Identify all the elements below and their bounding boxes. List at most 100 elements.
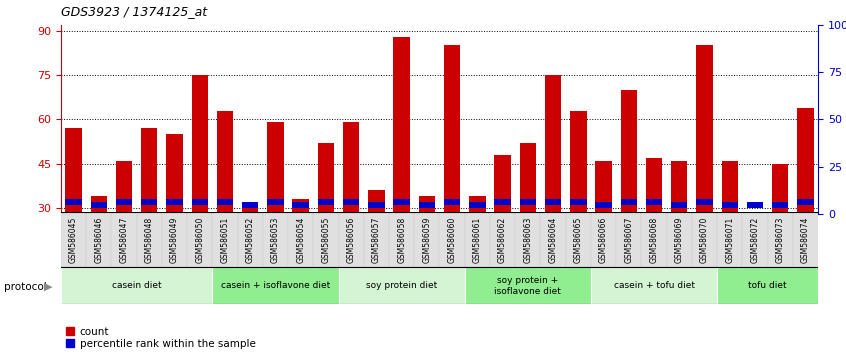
Text: casein + tofu diet: casein + tofu diet bbox=[613, 281, 695, 290]
Bar bbox=[313, 212, 338, 267]
Bar bbox=[187, 212, 212, 267]
Bar bbox=[596, 161, 612, 297]
Text: tofu diet: tofu diet bbox=[749, 281, 787, 290]
Bar bbox=[65, 199, 82, 205]
Bar bbox=[671, 161, 688, 297]
Bar bbox=[616, 212, 641, 267]
Bar bbox=[116, 161, 132, 297]
Bar bbox=[667, 212, 692, 267]
Bar bbox=[368, 190, 385, 297]
Bar bbox=[389, 212, 415, 267]
Bar bbox=[267, 199, 283, 205]
Bar bbox=[797, 199, 814, 205]
Bar bbox=[167, 199, 183, 205]
Bar bbox=[494, 199, 511, 205]
Text: soy protein diet: soy protein diet bbox=[366, 281, 437, 290]
Bar bbox=[141, 199, 157, 205]
Text: GSM586066: GSM586066 bbox=[599, 217, 608, 263]
Bar bbox=[393, 199, 409, 205]
Bar bbox=[722, 161, 738, 297]
Bar bbox=[86, 212, 112, 267]
Bar bbox=[641, 212, 667, 267]
Bar bbox=[490, 212, 515, 267]
Bar bbox=[747, 232, 763, 297]
Bar bbox=[464, 212, 490, 267]
Text: ▶: ▶ bbox=[44, 282, 52, 292]
Bar bbox=[242, 202, 258, 208]
Bar bbox=[191, 199, 208, 205]
Text: GSM586062: GSM586062 bbox=[498, 217, 507, 263]
Bar bbox=[191, 75, 208, 297]
Text: GSM586057: GSM586057 bbox=[372, 217, 381, 263]
Bar bbox=[645, 158, 662, 297]
Bar bbox=[440, 212, 464, 267]
Bar bbox=[293, 199, 309, 297]
Bar bbox=[238, 212, 263, 267]
Bar bbox=[343, 199, 360, 205]
Bar bbox=[338, 267, 464, 304]
Bar bbox=[61, 212, 86, 267]
Bar bbox=[267, 122, 283, 297]
Text: GSM586064: GSM586064 bbox=[548, 217, 558, 263]
Bar bbox=[91, 196, 107, 297]
Bar bbox=[242, 205, 258, 297]
Bar bbox=[671, 202, 688, 208]
Text: GSM586063: GSM586063 bbox=[524, 217, 532, 263]
Bar bbox=[566, 212, 591, 267]
Bar bbox=[112, 212, 136, 267]
Text: GSM586068: GSM586068 bbox=[650, 217, 658, 263]
Text: GSM586071: GSM586071 bbox=[725, 217, 734, 263]
Text: GSM586046: GSM586046 bbox=[94, 217, 103, 263]
Bar bbox=[364, 212, 389, 267]
Bar bbox=[116, 199, 132, 205]
Bar bbox=[288, 212, 313, 267]
Bar bbox=[444, 199, 460, 205]
Text: soy protein +
isoflavone diet: soy protein + isoflavone diet bbox=[494, 276, 561, 296]
Bar bbox=[519, 199, 536, 205]
Bar bbox=[318, 199, 334, 205]
Bar bbox=[797, 108, 814, 297]
Bar bbox=[645, 199, 662, 205]
Text: GSM586047: GSM586047 bbox=[119, 217, 129, 263]
Text: GSM586055: GSM586055 bbox=[321, 217, 331, 263]
Bar bbox=[747, 202, 763, 208]
Bar bbox=[444, 46, 460, 297]
Bar bbox=[519, 143, 536, 297]
Bar bbox=[515, 212, 541, 267]
Bar bbox=[722, 202, 738, 208]
Text: GSM586070: GSM586070 bbox=[700, 217, 709, 263]
Bar bbox=[621, 199, 637, 205]
Bar bbox=[591, 212, 616, 267]
Bar bbox=[136, 212, 162, 267]
Bar bbox=[772, 164, 788, 297]
Bar bbox=[692, 212, 717, 267]
Text: GSM586065: GSM586065 bbox=[574, 217, 583, 263]
Text: GSM586052: GSM586052 bbox=[245, 217, 255, 263]
Text: protocol: protocol bbox=[4, 282, 47, 292]
Text: GSM586053: GSM586053 bbox=[271, 217, 280, 263]
Bar bbox=[545, 75, 561, 297]
Bar bbox=[217, 199, 233, 205]
Bar bbox=[419, 196, 435, 297]
Bar bbox=[621, 90, 637, 297]
Bar bbox=[596, 202, 612, 208]
Text: GSM586061: GSM586061 bbox=[473, 217, 482, 263]
Bar bbox=[318, 143, 334, 297]
Text: GSM586050: GSM586050 bbox=[195, 217, 204, 263]
Text: GSM586067: GSM586067 bbox=[624, 217, 634, 263]
Text: GSM586073: GSM586073 bbox=[776, 217, 785, 263]
Text: GSM586054: GSM586054 bbox=[296, 217, 305, 263]
Bar bbox=[470, 196, 486, 297]
Text: GSM586069: GSM586069 bbox=[675, 217, 684, 263]
Bar bbox=[217, 110, 233, 297]
Bar bbox=[263, 212, 288, 267]
Bar bbox=[743, 212, 767, 267]
Bar bbox=[470, 202, 486, 208]
Text: GSM586051: GSM586051 bbox=[221, 217, 229, 263]
Bar bbox=[343, 122, 360, 297]
Text: GSM586045: GSM586045 bbox=[69, 217, 78, 263]
Bar bbox=[570, 199, 586, 205]
Text: GSM586048: GSM586048 bbox=[145, 217, 154, 263]
Bar bbox=[167, 134, 183, 297]
Bar bbox=[717, 267, 818, 304]
